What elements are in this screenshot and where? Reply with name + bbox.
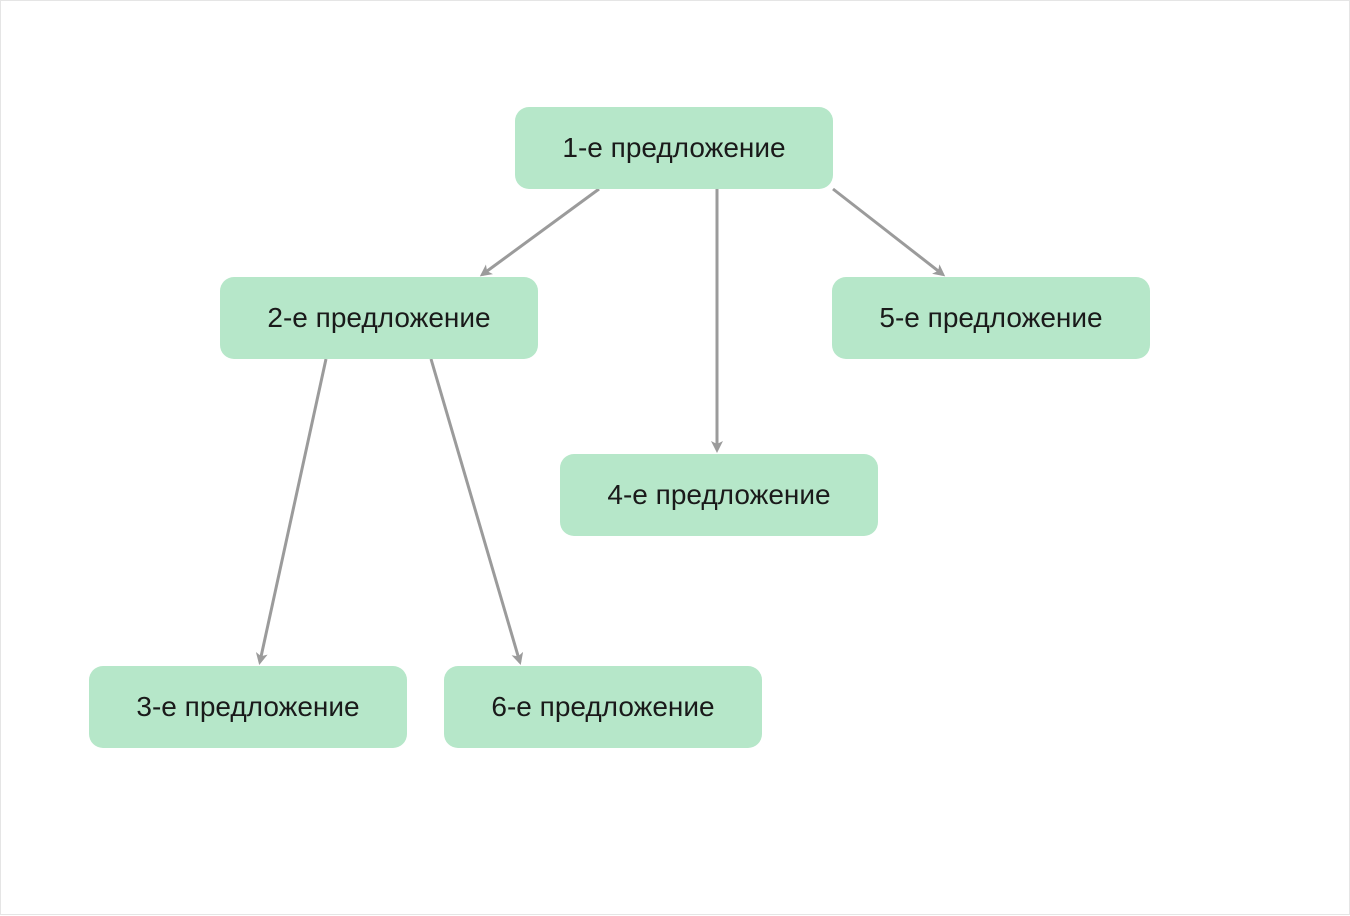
tree-node-label: 2-е предложение: [267, 302, 490, 334]
tree-diagram: 1-е предложение 2-е предложение 5-е предло…: [1, 1, 1349, 914]
tree-node-n1: 1-е предложение: [515, 107, 833, 189]
tree-edge-n1-n2: [482, 189, 599, 275]
tree-node-label: 4-е предложение: [607, 479, 830, 511]
tree-node-label: 3-е предложение: [136, 691, 359, 723]
tree-node-label: 6-е предложение: [491, 691, 714, 723]
tree-node-label: 1-е предложение: [562, 132, 785, 164]
tree-edge-n1-n5: [833, 189, 943, 275]
tree-node-n5: 5-е предложение: [832, 277, 1150, 359]
tree-edge-n2-n3: [260, 359, 326, 662]
tree-node-n6: 6-е предложение: [444, 666, 762, 748]
tree-edge-n2-n6: [431, 359, 520, 662]
tree-node-n2: 2-е предложение: [220, 277, 538, 359]
tree-node-n4: 4-е предложение: [560, 454, 878, 536]
tree-node-label: 5-е предложение: [879, 302, 1102, 334]
tree-node-n3: 3-е предложение: [89, 666, 407, 748]
